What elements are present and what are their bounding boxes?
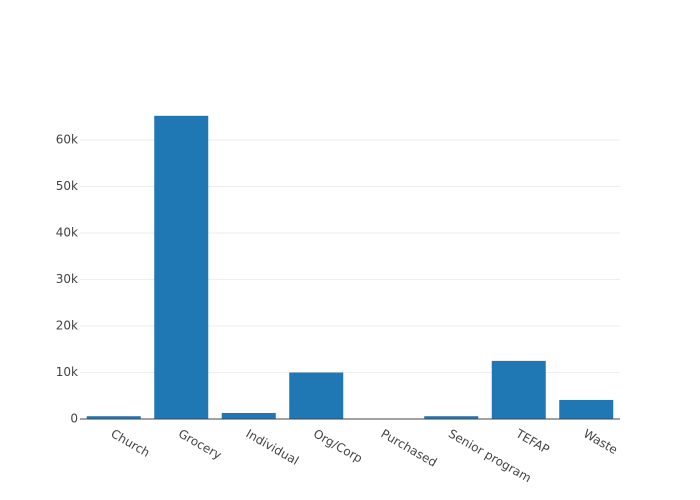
bar (154, 115, 209, 420)
y-tick-label: 20k (56, 318, 78, 332)
bar (221, 412, 276, 419)
bar (86, 416, 141, 419)
x-tick-label: Waste (581, 427, 620, 458)
bar (289, 372, 344, 419)
x-tick-label: Church (109, 427, 153, 460)
y-tick-label: 10k (56, 365, 78, 379)
bar (559, 399, 614, 419)
bar (424, 416, 479, 419)
y-tick-label: 60k (56, 132, 78, 146)
x-tick-label: TEFAP (513, 426, 552, 457)
y-tick-label: 0 (70, 412, 78, 426)
y-tick-label: 30k (56, 272, 78, 286)
x-tick-label: Individual (244, 427, 302, 468)
y-tick-label: 40k (56, 225, 78, 239)
x-tick-label: Grocery (176, 427, 224, 463)
x-tick-label: Purchased (379, 427, 440, 470)
bar (491, 360, 546, 419)
y-tick-label: 50k (56, 179, 78, 193)
x-tick-label: Org/Corp (311, 427, 365, 466)
